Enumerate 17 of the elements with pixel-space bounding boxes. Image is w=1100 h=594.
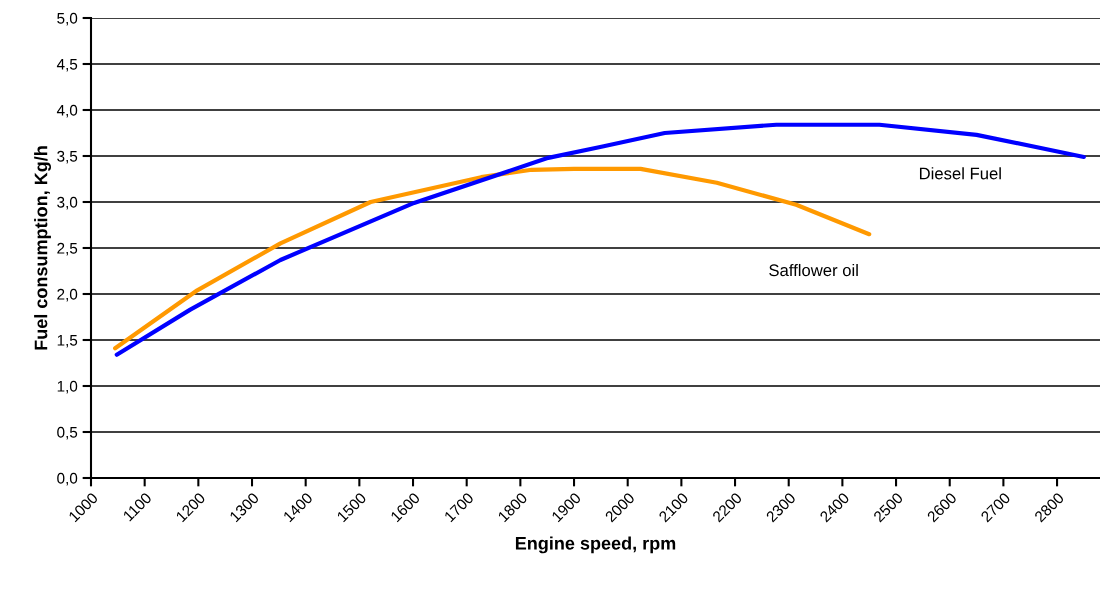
y-axis-title: Fuel consumption, Kg/h xyxy=(34,146,52,350)
y-tick-label: 0,0 xyxy=(57,472,78,486)
y-tick-label: 1,0 xyxy=(57,380,78,394)
series-label: Safflower oil xyxy=(769,263,858,277)
y-tick-label: 3,0 xyxy=(57,196,78,210)
y-tick-label: 3,5 xyxy=(57,150,78,164)
y-tick-label: 0,5 xyxy=(57,426,78,440)
y-tick-label: 2,0 xyxy=(57,288,78,302)
y-tick-label: 2,5 xyxy=(57,242,78,256)
x-axis-title: Engine speed, rpm xyxy=(515,536,676,554)
y-tick-label: 1,5 xyxy=(57,335,78,348)
y-tick-label: 4,0 xyxy=(56,104,78,118)
y-tick-label: 4,5 xyxy=(56,59,78,72)
y-tick-label: 5,0 xyxy=(57,12,78,26)
series-label: Diesel Fuel xyxy=(919,167,1001,180)
line-series xyxy=(113,166,872,351)
line-series xyxy=(114,122,1086,357)
